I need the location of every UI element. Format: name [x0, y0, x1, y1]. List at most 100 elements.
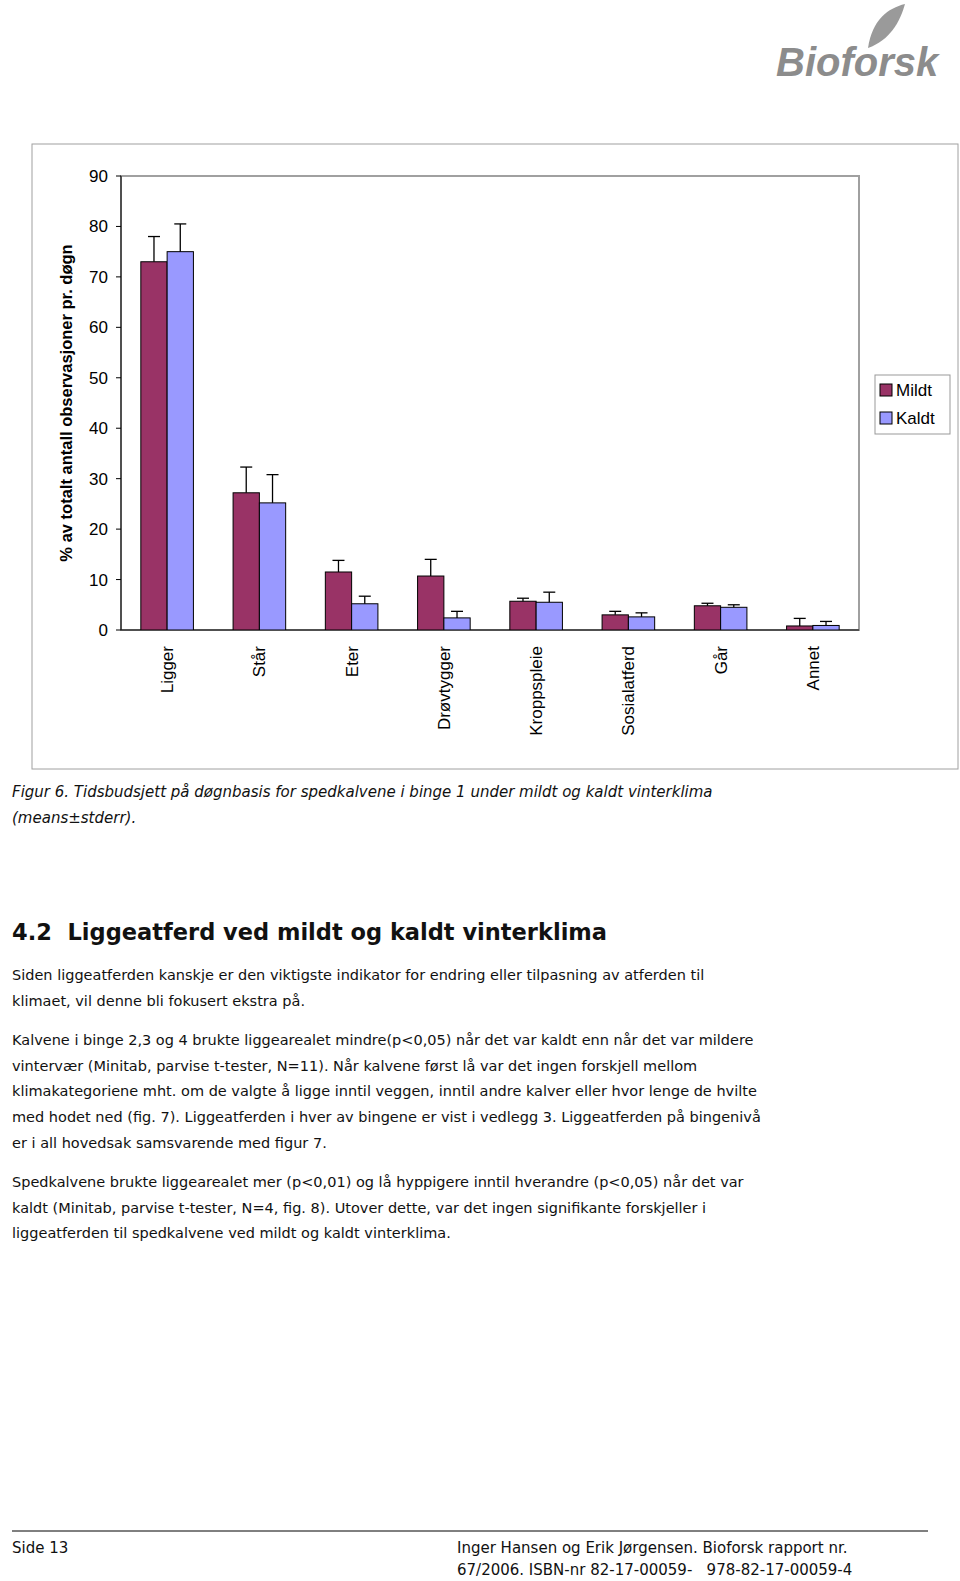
error-bar: [794, 618, 806, 626]
error-cap: [148, 236, 160, 237]
legend-swatch: [880, 384, 892, 396]
error-stem: [272, 475, 273, 503]
error-cap: [701, 603, 713, 604]
x-tick-label: Eter: [343, 646, 362, 678]
bars: [141, 224, 839, 630]
error-bar: [820, 621, 832, 625]
x-tick-label: Drøvtygger: [435, 646, 454, 730]
error-stem: [246, 467, 247, 493]
paragraph-line: vintervær (Minitab, parvise t-tester, N=…: [12, 1058, 697, 1074]
legend-swatch: [880, 412, 892, 424]
error-bar: [543, 592, 555, 602]
bar: [721, 607, 747, 630]
error-cap: [609, 611, 621, 612]
y-axis-title: % av totalt antall observasjoner pr. døg…: [57, 244, 75, 561]
error-cap: [543, 592, 555, 593]
error-cap: [451, 611, 463, 612]
bar: [233, 493, 259, 630]
error-bar: [609, 611, 621, 615]
error-bar: [174, 224, 186, 252]
bar: [694, 606, 720, 630]
legend-label: Kaldt: [896, 409, 935, 428]
caption: Figur 6. Tidsbudsjett på døgnbasis for s…: [12, 783, 713, 801]
y-tick-label: 80: [89, 217, 108, 236]
error-cap: [636, 612, 648, 613]
error-stem: [799, 618, 800, 626]
error-stem: [456, 611, 457, 618]
error-bar: [425, 559, 437, 576]
footer-text: Inger Hansen og Erik Jørgensen. Bioforsk…: [457, 1539, 847, 1557]
y-tick: [116, 630, 121, 631]
legend-box: [875, 375, 950, 434]
bar: [602, 615, 628, 630]
error-cap: [728, 604, 740, 605]
page: Bioforsk0102030405060708090% av totalt a…: [0, 0, 960, 1581]
y-tick-label: 50: [89, 369, 108, 388]
x-tick-label: Annet: [804, 646, 823, 691]
error-cap: [332, 560, 344, 561]
bar: [813, 625, 839, 630]
error-cap: [517, 598, 529, 599]
y-tick-label: 30: [89, 470, 108, 489]
error-bar: [701, 603, 713, 606]
y-tick: [116, 327, 121, 328]
paragraph-line: klimakategoriene mht. om de valgte å lig…: [12, 1083, 757, 1099]
bar: [418, 576, 444, 630]
bar: [141, 262, 167, 630]
paragraph-line: liggeatferden til spedkalvene ved mildt …: [12, 1225, 451, 1241]
y-tick: [116, 377, 121, 378]
error-bar: [517, 598, 529, 601]
legend-label: Mildt: [896, 381, 932, 400]
error-bar: [728, 605, 740, 608]
error-bar: [240, 467, 252, 493]
error-stem: [338, 560, 339, 572]
y-tick-label: 10: [89, 571, 108, 590]
bar: [167, 252, 193, 630]
x-axis: [121, 630, 859, 631]
error-cap: [820, 621, 832, 622]
error-cap: [174, 223, 186, 224]
paragraph-line: Kalvene i binge 2,3 og 4 brukte liggeare…: [12, 1032, 754, 1048]
x-tick-label: Sosialatferd: [619, 646, 638, 736]
bar: [259, 503, 285, 630]
error-bar: [332, 560, 344, 572]
footer-text: 67/2006. ISBN-nr 82-17-00059- 978-82-17-…: [457, 1561, 852, 1579]
error-stem: [549, 592, 550, 602]
y-tick: [116, 478, 121, 479]
error-stem: [153, 237, 154, 262]
y-tick-label: 60: [89, 318, 108, 337]
y-tick: [116, 579, 121, 580]
x-tick-label: Står: [250, 646, 269, 678]
x-tick-label: Kroppspleie: [527, 646, 546, 736]
y-tick-label: 0: [99, 621, 108, 640]
error-stem: [364, 596, 365, 604]
bar: [325, 572, 351, 630]
chart-frame: [32, 144, 958, 769]
paragraph-line: kaldt (Minitab, parvise t-tester, N=4, f…: [12, 1200, 706, 1216]
error-cap: [240, 466, 252, 467]
bar: [787, 626, 813, 630]
error-cap: [425, 559, 437, 560]
bar: [352, 604, 378, 630]
y-tick-label: 40: [89, 419, 108, 438]
error-bar: [267, 475, 279, 503]
error-cap: [267, 474, 279, 475]
y-tick: [116, 428, 121, 429]
logo: Bioforsk: [776, 40, 940, 84]
bar: [444, 618, 470, 630]
error-bar: [359, 596, 371, 604]
bar: [628, 617, 654, 630]
caption: (means±stderr).: [12, 809, 136, 827]
paragraph-line: Spedkalvene brukte liggearealet mer (p<0…: [12, 1174, 744, 1190]
y-tick: [116, 176, 121, 177]
error-bar: [148, 237, 160, 262]
paragraph-line: med hodet ned (fig. 7). Liggeatferden i …: [12, 1109, 761, 1125]
paragraph-line: er i all hovedsak samsvarende med figur …: [12, 1135, 327, 1151]
x-tick-label: Ligger: [158, 646, 177, 694]
x-tick-label: Går: [712, 646, 731, 675]
error-stem: [430, 559, 431, 576]
y-tick: [116, 276, 121, 277]
y-tick: [116, 226, 121, 227]
bar: [510, 601, 536, 630]
footer-rule: [12, 1531, 928, 1532]
